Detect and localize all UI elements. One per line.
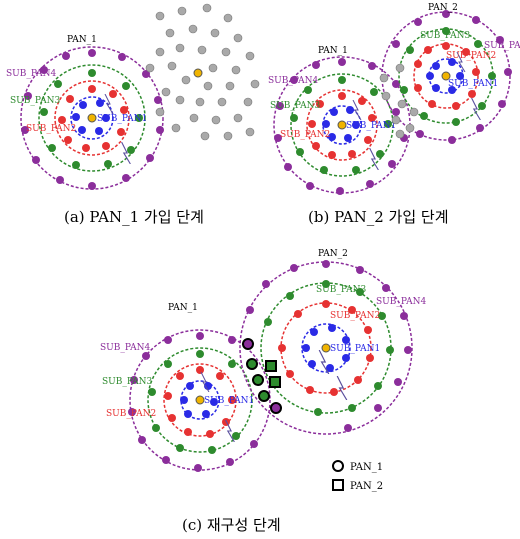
sub-pan2-nodes (58, 85, 128, 152)
legend-square-marker (332, 479, 344, 491)
ring-label-sub-pan4: SUB_PAN4 (100, 343, 150, 353)
sub-pan4-nodes (21, 49, 164, 190)
pan2-coordinator-node (193, 68, 203, 78)
panel-a: PAN_1 SUB_PAN4 SUB_PAN3 SUB_PAN2 SUB_PAN… (6, 3, 260, 226)
coordinator-node (87, 113, 97, 123)
ring-label-sub-pan4: SUB_PAN4 (6, 69, 56, 79)
ring-label-sub-pan1: SUB_PAN1 (346, 121, 396, 131)
ring-label-sub-pan4: SUB_PAN4 (376, 297, 426, 307)
sub-pan2-ring (54, 80, 130, 156)
ring-label-sub-pan2: SUB_PAN2 (446, 51, 496, 61)
pan1-network-c: PAN_1 SUB_PAN4 SUB_PAN3 SUB_PAN2 SUB_PAN… (100, 303, 271, 472)
pan-label: PAN_2 (428, 3, 458, 13)
pan-label: PAN_1 (318, 46, 348, 56)
unjoined-nodes (145, 3, 260, 141)
ring-label-sub-pan1: SUB_PAN1 (448, 79, 498, 89)
caption-a: (a) PAN_1 가입 단계 (64, 208, 204, 226)
legend-circle-marker (332, 460, 344, 472)
ring-label-sub-pan3: SUB_PAN3 (270, 101, 320, 111)
ring-label-sub-pan4: SUB_PAN4 (268, 76, 318, 86)
sub-pan1-nodes (72, 99, 110, 135)
caption-b: (b) PAN_2 가입 단계 (308, 208, 449, 226)
unjoined-nodes (379, 63, 419, 139)
legend: PAN_1 PAN_2 (332, 460, 383, 492)
ring-label-sub-pan2: SUB_PAN2 (280, 130, 330, 140)
ring-label-sub-pan2: SUB_PAN2 (26, 124, 76, 134)
pan-label: PAN_2 (318, 249, 348, 259)
ring-label-sub-pan1: SUB_PAN1 (330, 344, 380, 354)
pan1-network-a: PAN_1 SUB_PAN4 SUB_PAN3 SUB_PAN2 SUB_PAN… (6, 35, 164, 190)
pan-label: PAN_1 (168, 303, 198, 313)
pan2-network-b: PAN_2 SUB_PAN4 SUB_PAN3 SUB_PAN2 SUB_PAN… (381, 3, 520, 144)
ring-label-sub-pan3: SUB_PAN3 (10, 96, 60, 106)
pan2-network-c: PAN_2 SUB_PAN4 SUB_PAN3 SUB_PAN2 SUB_PAN… (239, 249, 426, 435)
sub-pan1-ring (70, 96, 114, 140)
ring-label-sub-pan3: SUB_PAN3 (420, 31, 470, 41)
ring-label-sub-pan2: SUB_PAN2 (330, 311, 380, 321)
ring-label-sub-pan3: SUB_PAN3 (102, 377, 152, 387)
panel-b: PAN_1 SUB_PAN4 SUB_PAN3 SUB_PAN2 SUB_PAN… (268, 3, 520, 226)
legend-label-pan1: PAN_1 (350, 462, 383, 473)
reconfigured-nodes (242, 338, 282, 414)
ring-label-sub-pan2: SUB_PAN2 (106, 409, 156, 419)
ring-label-sub-pan3: SUB_PAN3 (316, 285, 366, 295)
panel-c: PAN_1 SUB_PAN4 SUB_PAN3 SUB_PAN2 SUB_PAN… (100, 249, 426, 534)
pan1-network-b: PAN_1 SUB_PAN4 SUB_PAN3 SUB_PAN2 SUB_PAN… (268, 46, 411, 195)
sub-pan3-nodes (40, 69, 143, 169)
caption-c: (c) 재구성 단계 (182, 516, 281, 534)
ring-label-sub-pan1: SUB_PAN1 (97, 114, 147, 124)
ring-label-sub-pan1: SUB_PAN1 (204, 396, 254, 406)
pan-label: PAN_1 (67, 35, 97, 45)
legend-label-pan2: PAN_2 (350, 481, 383, 492)
ring-label-sub-pan4: SUB_PAN4 (484, 41, 520, 51)
sub-pan3-ring (38, 64, 146, 172)
